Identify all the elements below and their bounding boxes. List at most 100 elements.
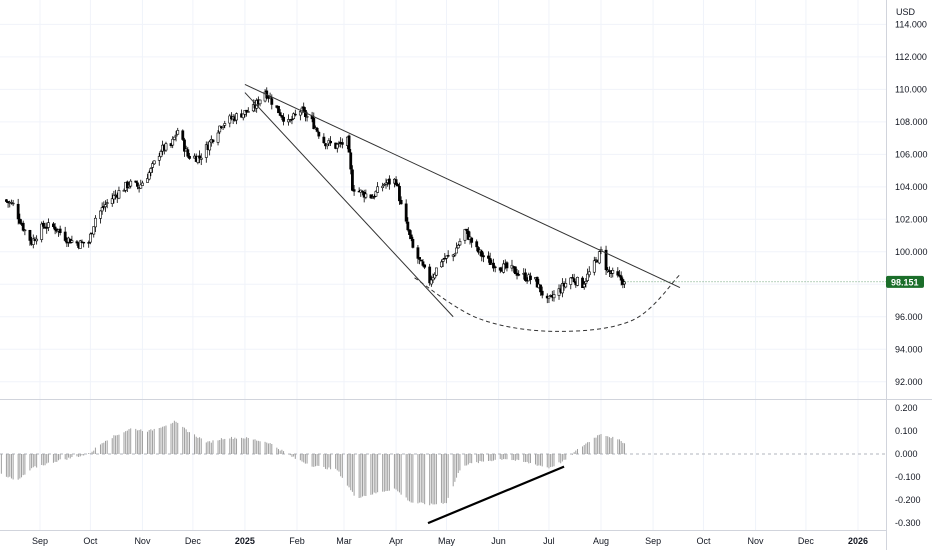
time-axis-tick-label: Aug [593,536,609,546]
candle-up [384,182,388,185]
candle-down [87,242,91,244]
candle-up [149,168,153,173]
candle-down [5,199,8,202]
candle-up [216,132,220,143]
candle-down [21,222,25,231]
candle-up [325,143,329,147]
candle-up [374,191,378,197]
candle-down [41,222,45,227]
candle-up [88,233,92,243]
candle-down [465,228,469,231]
candle-down [428,266,432,284]
candle-down [498,267,502,271]
candle-up [40,223,44,240]
candle-up [246,111,250,113]
candle-down [340,142,344,145]
candle-down [53,226,57,231]
candle-up [110,198,114,204]
price-axis-tick-label: 94.000 [895,344,923,354]
candle-down [608,270,611,272]
candle-down [372,196,376,198]
time-axis-tick-label: Nov [748,536,765,546]
candle-up [152,160,156,165]
candle-down [136,182,139,187]
candle-down [396,184,400,187]
candle-up [241,113,245,119]
candle-down [315,127,319,132]
candle-up [623,281,626,285]
candle-up [335,143,339,149]
candle-up [298,111,302,116]
candle-down [539,284,542,293]
candle-down [482,255,485,258]
candle-up [199,157,203,160]
candle-up [268,97,272,99]
oscillator-axis-tick-label: -0.200 [895,495,921,505]
candle-up [228,115,232,124]
candle-up [456,245,460,249]
candle-down [270,98,274,105]
candle-down [186,149,190,157]
price-axis-tick-label: 104.000 [895,182,928,192]
candle-down [293,113,297,116]
candle-up [458,241,462,246]
candle-down [245,109,248,113]
last-price-tag-text: 98.151 [891,277,919,287]
upper-trendline [244,84,681,288]
price-annotations [244,84,886,332]
time-axis-tick-label: May [438,536,456,546]
candle-down [349,152,353,170]
candle-down [16,203,20,220]
candle-down [317,131,321,137]
candle-up [46,222,50,228]
candle-up [594,259,598,261]
candle-down [75,241,79,244]
candle-down [398,185,401,202]
candle-up [552,294,556,299]
candle-down [399,199,403,205]
candle-down [466,230,470,240]
oscillator-axis-tick-label: 0.000 [895,449,918,459]
candle-up [159,151,163,157]
candle-down [529,275,532,280]
candle-up [569,277,573,285]
candle-down [416,247,420,259]
candle-up [204,144,208,158]
candle-up [11,202,15,205]
candle-up [157,155,161,161]
candle-up [104,204,107,208]
candle-up [176,130,180,135]
time-axis-tick-label: Nov [134,536,151,546]
oscillator-axis-tick-label: 0.100 [895,426,918,436]
candle-down [540,290,544,296]
candle-up [141,182,144,186]
candle-up [112,194,116,200]
candle-up [70,240,74,243]
candle-up [564,283,568,288]
candle-down [18,218,22,224]
price-axis-tick-label: 114.000 [895,19,927,29]
candle-up [433,274,437,279]
candle-up [611,270,615,274]
time-axis-tick-label: 2026 [848,536,868,546]
time-axis-tick-label: Feb [289,536,305,546]
price-axis-tick-label: 96.000 [895,312,923,322]
price-axis-tick-label: 106.000 [895,149,928,159]
candle-down [290,118,294,121]
candle-up [597,251,601,264]
candle-up [105,202,109,204]
candle-down [619,275,623,281]
candle-down [183,139,186,152]
candle-down [475,241,479,248]
candle-up [364,193,368,198]
candle-down [418,257,422,260]
candle-up [376,186,380,193]
candle-up [381,185,385,189]
last-price-tag: 98.151 [886,275,924,288]
candle-up [117,190,121,199]
candle-up [592,260,596,273]
oscillator-axis-tick-label: -0.300 [895,518,921,528]
price-axis-tick-label: 110.000 [895,84,927,94]
candle-down [581,277,584,288]
